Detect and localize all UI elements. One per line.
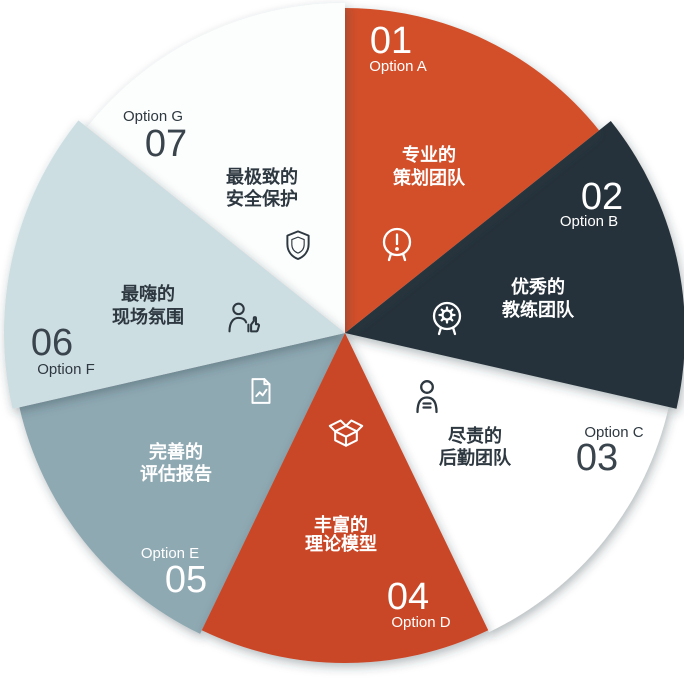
wedge-07 bbox=[87, 3, 345, 333]
segment-05-label-line2: 评估报告 bbox=[140, 463, 212, 484]
person-icon bbox=[416, 380, 438, 414]
wedge-04 bbox=[201, 333, 489, 663]
segment-06-option: Option F bbox=[37, 361, 95, 378]
segment-05: Option E 05 完善的 评估报告 bbox=[140, 378, 271, 601]
head-gear-icon bbox=[432, 301, 462, 336]
segment-03: Option C 03 尽责的 后勤团队 bbox=[416, 380, 644, 479]
segment-04-label-line2: 理论模型 bbox=[305, 533, 377, 554]
report-chart-icon bbox=[251, 378, 271, 404]
wedge-06 bbox=[3, 120, 346, 409]
wedge-group bbox=[3, 3, 684, 663]
segment-02-label-line1: 优秀的 bbox=[511, 276, 565, 297]
wedge-05 bbox=[19, 333, 346, 634]
segment-02: 02 Option B 优秀的 教练团队 bbox=[432, 176, 623, 336]
segment-07-label-line2: 安全保护 bbox=[226, 188, 298, 209]
segment-02-number: 02 bbox=[581, 176, 623, 218]
segment-07: Option G 07 最极致的 安全保护 bbox=[123, 108, 310, 261]
head-exclamation-icon bbox=[382, 227, 412, 262]
segment-06-label-line1: 最嗨的 bbox=[121, 283, 175, 304]
wedge-02 bbox=[345, 121, 684, 409]
segment-04-label-line1: 丰富的 bbox=[314, 514, 368, 535]
segment-04-option: Option D bbox=[391, 614, 450, 631]
shield-icon bbox=[286, 230, 310, 261]
segment-03-option: Option C bbox=[584, 424, 643, 441]
segment-07-label-line1: 最极致的 bbox=[226, 166, 298, 187]
segment-05-option: Option E bbox=[141, 545, 199, 562]
segment-03-label-line1: 尽责的 bbox=[448, 425, 502, 446]
segment-06: 06 Option F 最嗨的 现场氛围 bbox=[31, 283, 261, 378]
open-box-icon bbox=[328, 419, 364, 447]
segment-01-label-line1: 专业的 bbox=[402, 144, 456, 165]
segment-07-option: Option G bbox=[123, 108, 183, 125]
wedge-01 bbox=[345, 8, 600, 333]
segment-07-number: 07 bbox=[145, 123, 187, 165]
segment-01-option: Option A bbox=[369, 58, 427, 75]
segment-04: 04 Option D 丰富的 理论模型 bbox=[305, 419, 451, 631]
segment-04-number: 04 bbox=[387, 576, 429, 618]
segment-02-option: Option B bbox=[560, 213, 618, 230]
person-thumbs-up-icon bbox=[228, 302, 261, 333]
segment-05-label-line1: 完善的 bbox=[149, 441, 203, 462]
segment-03-number: 03 bbox=[576, 437, 618, 479]
segment-06-label-line2: 现场氛围 bbox=[112, 306, 184, 327]
segment-01-number: 01 bbox=[370, 20, 412, 62]
segment-05-number: 05 bbox=[165, 559, 207, 601]
segment-03-label-line2: 后勤团队 bbox=[439, 447, 512, 468]
segment-01-label-line2: 策划团队 bbox=[393, 167, 466, 188]
segment-02-label-line2: 教练团队 bbox=[502, 299, 575, 320]
segment-01: 01 Option A 专业的 策划团队 bbox=[369, 20, 466, 262]
segment-06-number: 06 bbox=[31, 322, 73, 364]
